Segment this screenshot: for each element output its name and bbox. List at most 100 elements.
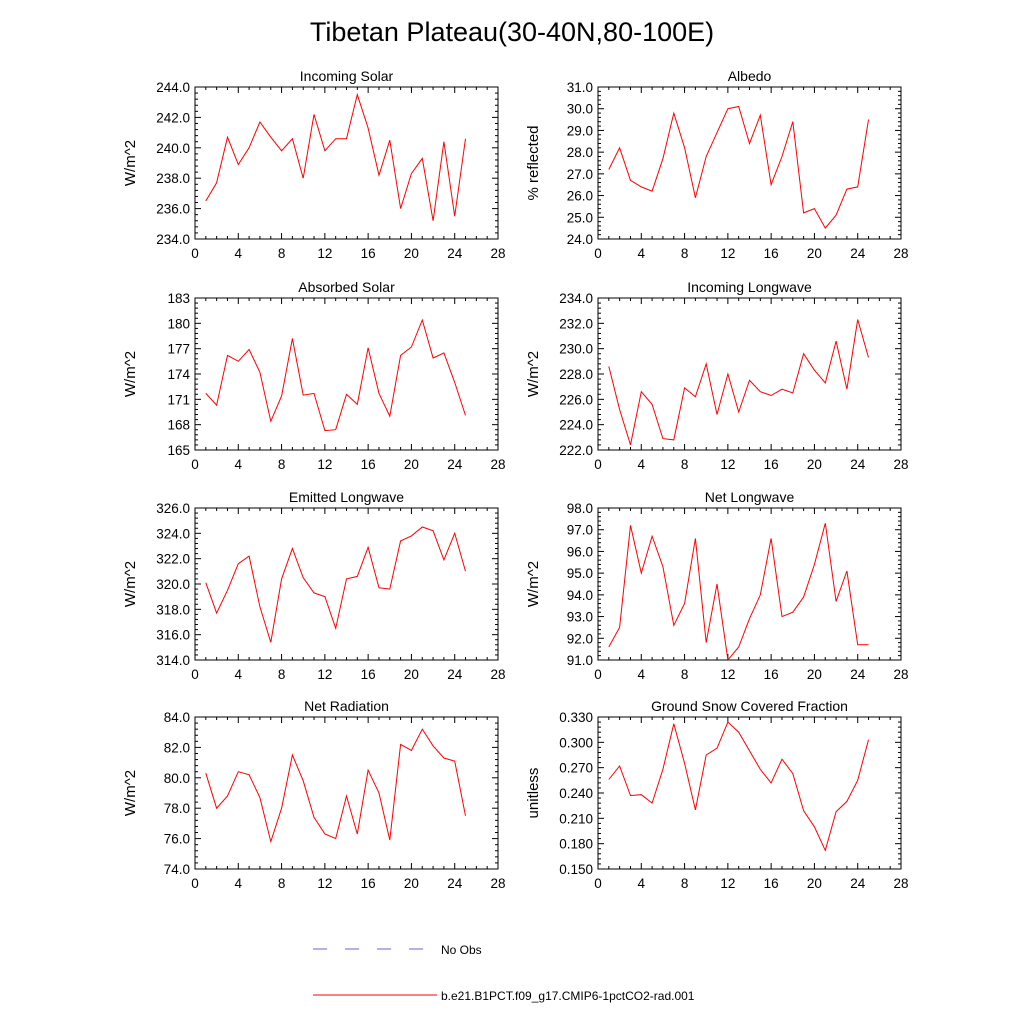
x-tick-label: 4 [638,457,646,472]
x-tick-label: 16 [361,246,376,261]
plot-frame [194,297,499,451]
plot-frame [597,86,902,240]
x-tick-label: 16 [764,246,779,261]
y-axis-label: W/m^2 [122,770,139,816]
plot-frame [194,507,499,661]
y-axis-label: % reflected [525,125,542,200]
y-tick-label: 27.0 [567,167,593,182]
x-tick-label: 20 [404,667,419,682]
y-tick-label: 25.0 [567,210,593,225]
y-tick-label: 168 [167,418,190,433]
x-tick-label: 24 [850,457,866,472]
x-tick-label: 28 [893,667,908,682]
x-tick-label: 20 [807,457,822,472]
x-tick-label: 8 [278,667,286,682]
y-tick-label: 236.0 [156,202,190,217]
y-axis-label: W/m^2 [525,561,542,607]
y-tick-label: 0.300 [559,735,593,750]
series-line [608,105,869,229]
y-tick-label: 80.0 [164,771,190,786]
y-axis-label: W/m^2 [122,140,139,186]
x-tick-label: 28 [490,246,505,261]
x-tick-label: 28 [893,246,908,261]
y-tick-label: 94.0 [567,588,593,603]
x-tick-label: 24 [850,667,866,682]
panel: Incoming Solar 0 4 8 12 16 20 24 28 234.0 236.0 238… [122,68,506,261]
x-tick-label: 0 [594,876,602,891]
y-tick-label: 234.0 [156,232,190,247]
y-tick-label: 0.330 [559,710,593,725]
x-tick-label: 4 [638,246,646,261]
x-tick-label: 4 [235,667,243,682]
panel-title: Net Radiation [304,698,389,714]
x-tick-label: 12 [720,457,735,472]
series-line [205,526,466,643]
y-tick-label: 226.0 [559,392,593,407]
y-tick-label: 222.0 [559,443,593,458]
y-axis-label: W/m^2 [525,351,542,397]
series-line [608,523,869,662]
y-tick-label: 24.0 [567,232,593,247]
y-tick-label: 326.0 [156,501,190,516]
y-tick-label: 244.0 [156,80,190,95]
x-tick-label: 20 [404,876,419,891]
y-tick-label: 92.0 [567,631,593,646]
y-axis-label: W/m^2 [122,561,139,607]
y-tick-label: 183 [167,291,190,306]
y-tick-label: 180 [167,316,190,331]
x-tick-label: 28 [893,457,908,472]
panel: Net Radiation 0 4 8 12 16 20 24 28 74.0 76.0 78.0 80… [122,698,506,891]
x-tick-label: 28 [893,876,908,891]
y-tick-label: 29.0 [567,123,593,138]
y-tick-label: 230.0 [559,342,593,357]
x-tick-label: 4 [235,246,243,261]
y-tick-label: 95.0 [567,566,593,581]
x-tick-label: 4 [235,876,243,891]
x-tick-label: 16 [764,667,779,682]
x-tick-label: 12 [720,876,735,891]
x-tick-label: 0 [191,246,199,261]
x-tick-label: 8 [681,667,689,682]
y-axis-label: unitless [525,768,542,819]
plot-frame [597,297,902,451]
y-tick-label: 96.0 [567,544,593,559]
x-tick-label: 12 [317,876,332,891]
y-tick-label: 82.0 [164,740,190,755]
legend-obs-label: No Obs [441,943,482,957]
series-line [205,92,466,221]
legend-model-label: b.e21.B1PCT.f09_g17.CMIP6-1pctCO2-rad.00… [441,989,695,1003]
series-line [205,728,466,844]
y-tick-label: 0.240 [559,786,593,801]
x-tick-label: 16 [361,876,376,891]
y-tick-label: 318.0 [156,602,190,617]
x-tick-label: 12 [317,457,332,472]
x-tick-label: 12 [317,667,332,682]
y-tick-label: 224.0 [559,418,593,433]
x-tick-label: 24 [850,246,866,261]
y-tick-label: 31.0 [567,80,593,95]
x-tick-label: 0 [191,876,199,891]
y-tick-label: 91.0 [567,653,593,668]
panel-title: Net Longwave [705,489,795,505]
y-tick-label: 228.0 [559,367,593,382]
y-tick-label: 84.0 [164,710,190,725]
panel-title: Incoming Longwave [687,279,812,295]
y-tick-label: 74.0 [164,862,190,877]
x-tick-label: 28 [490,667,505,682]
panel-title: Absorbed Solar [298,279,395,295]
y-tick-label: 76.0 [164,832,190,847]
x-tick-label: 0 [594,667,602,682]
panel: Absorbed Solar 0 4 8 12 16 20 24 28 165 168 171 174 1… [122,279,506,472]
x-tick-label: 16 [764,876,779,891]
x-tick-label: 4 [638,876,646,891]
y-tick-label: 0.210 [559,811,593,826]
x-tick-label: 12 [720,667,735,682]
x-tick-label: 8 [681,876,689,891]
x-tick-label: 20 [807,876,822,891]
x-tick-label: 20 [807,667,822,682]
series-line [608,721,869,852]
y-tick-label: 322.0 [156,552,190,567]
y-tick-label: 28.0 [567,145,593,160]
x-tick-label: 8 [681,246,689,261]
